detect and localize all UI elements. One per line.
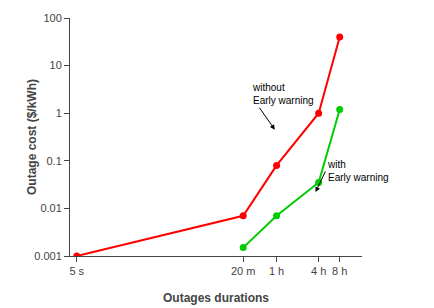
svg-text:10: 10: [50, 59, 62, 71]
svg-text:4 h: 4 h: [311, 265, 326, 277]
svg-text:withoutEarly warning: withoutEarly warning: [252, 82, 314, 106]
svg-text:20 m: 20 m: [231, 265, 255, 277]
svg-text:8 h: 8 h: [332, 265, 347, 277]
svg-text:withEarly warning: withEarly warning: [327, 159, 389, 183]
svg-text:Outage cost ($/kWh): Outage cost ($/kWh): [25, 79, 39, 195]
svg-text:5 s: 5 s: [69, 265, 84, 277]
svg-text:0.001: 0.001: [34, 250, 62, 262]
svg-text:100: 100: [43, 12, 61, 24]
svg-text:0.01: 0.01: [40, 202, 61, 214]
svg-text:Outages durations: Outages durations: [163, 291, 269, 305]
svg-text:0.1: 0.1: [47, 155, 62, 167]
svg-text:1: 1: [56, 107, 62, 119]
svg-text:1 h: 1 h: [269, 265, 284, 277]
